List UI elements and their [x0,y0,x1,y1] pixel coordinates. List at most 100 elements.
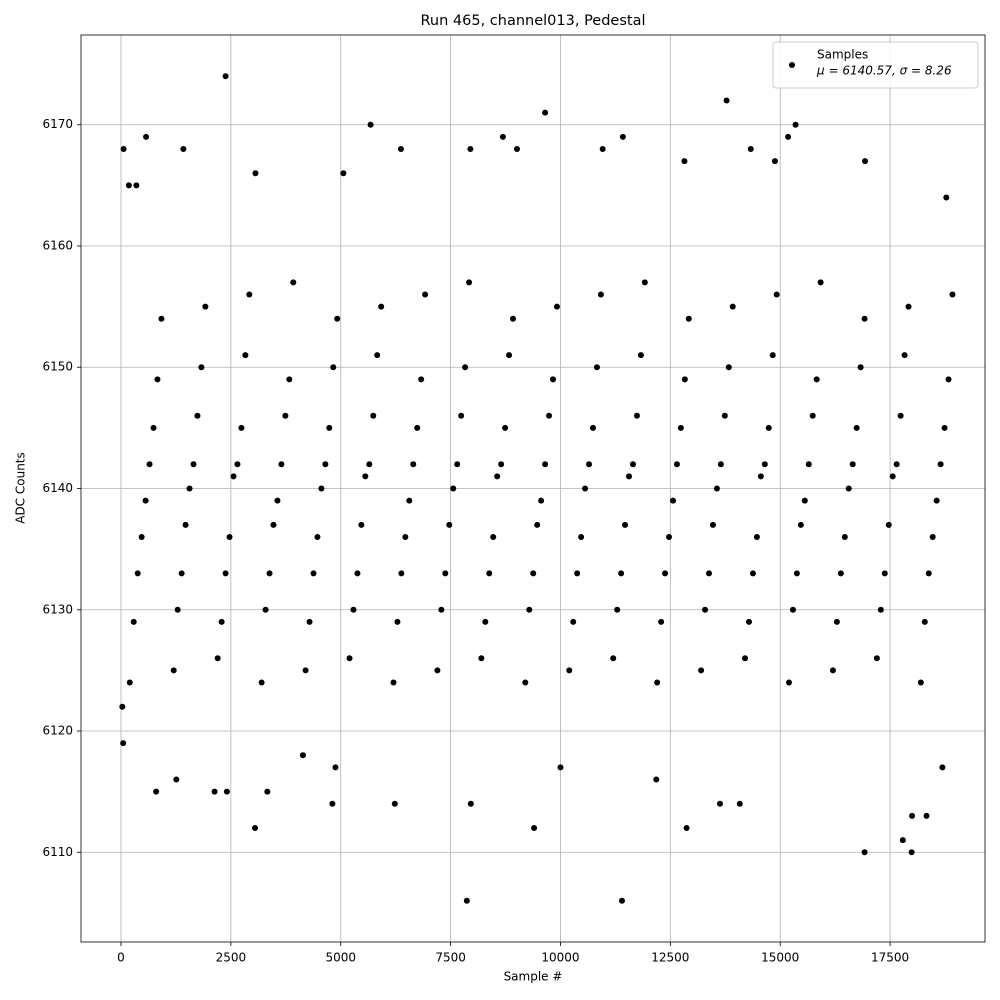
point [202,303,209,310]
point [398,570,405,577]
point [666,534,673,541]
point [582,485,589,492]
point [897,412,904,419]
point [861,849,868,856]
point [194,412,201,419]
legend-box [772,41,979,89]
point [531,825,538,832]
point [747,145,754,152]
point [945,376,952,383]
point [909,812,916,819]
point [542,461,549,468]
point [771,158,778,165]
point [370,412,377,419]
y-axis-label: ADC Counts [14,452,28,524]
point [862,158,869,165]
point [566,667,573,674]
point [310,570,317,577]
point [813,376,820,383]
point [793,570,800,577]
point [542,109,549,116]
point [881,570,888,577]
point [198,364,205,371]
x-tick-label: 15000 [761,951,799,965]
point [346,655,353,662]
point [246,291,253,298]
point [546,412,553,419]
point [299,752,306,759]
point [238,424,245,431]
point [242,352,249,359]
point [125,182,132,189]
point [211,788,218,795]
point [654,679,661,686]
point [270,521,277,528]
legend-marker [789,62,795,68]
point [877,606,884,613]
point [130,618,137,625]
point [178,570,185,577]
point [557,764,564,771]
point [498,461,505,468]
point [618,570,625,577]
point [736,800,743,807]
point [214,655,221,662]
point [709,521,716,528]
point [589,424,596,431]
point [653,776,660,783]
x-tick-label: 12500 [651,951,689,965]
legend: Samples μ = 6140.57, σ = 8.26 [772,41,979,89]
point [943,194,950,201]
point [885,521,892,528]
point [222,570,229,577]
point [134,570,141,577]
point [174,606,181,613]
point [773,291,780,298]
point [841,534,848,541]
point [629,461,636,468]
y-tick-label: 6140 [42,481,73,495]
point [853,424,860,431]
point [326,424,333,431]
point [494,473,501,480]
point [133,182,140,189]
point [490,534,497,541]
point [637,352,644,359]
point [252,170,259,177]
x-tick-label: 5000 [325,951,356,965]
y-tick-label: 6130 [42,602,73,616]
point [226,534,233,541]
point [264,788,271,795]
point [765,424,772,431]
point [502,424,509,431]
point [186,485,193,492]
point [742,655,749,662]
point [681,376,688,383]
point [350,606,357,613]
point [937,461,944,468]
point [146,461,153,468]
point [553,303,560,310]
point [599,145,606,152]
point [905,303,912,310]
point [362,473,369,480]
point [434,667,441,674]
point [222,73,229,80]
x-tick-label: 0 [117,951,125,965]
y-tick-label: 6110 [42,845,73,859]
legend-label: Samples [817,48,868,62]
point [223,788,230,795]
point [549,376,556,383]
point [450,485,457,492]
point [150,424,157,431]
point [340,170,347,177]
point [534,521,541,528]
point [510,315,517,322]
point [282,412,289,419]
point [698,667,705,674]
point [908,849,915,856]
point [949,291,956,298]
point [391,800,398,807]
point [785,133,792,140]
